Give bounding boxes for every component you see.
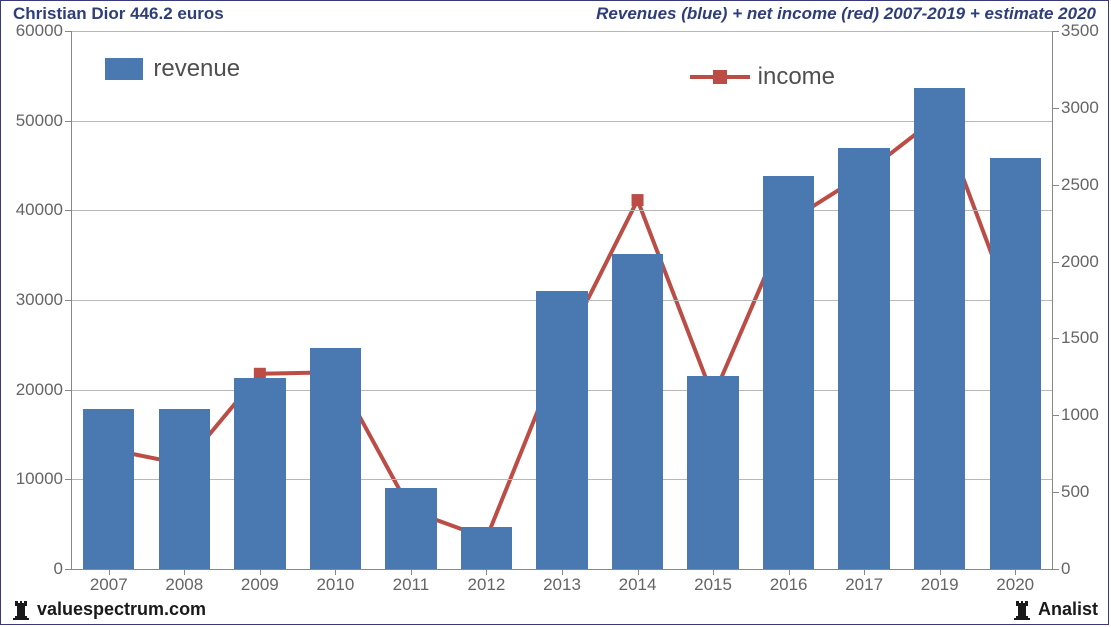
y-right-tick: 1500: [1053, 328, 1099, 348]
revenue-bar: [234, 378, 285, 569]
gridline: [71, 210, 1053, 211]
revenue-bar: [159, 409, 210, 569]
y-left-tick: 20000: [16, 380, 71, 400]
y-left-tick: 60000: [16, 21, 71, 41]
y-right-tick: 1000: [1053, 405, 1099, 425]
revenue-bar: [310, 348, 361, 569]
legend-income-marker-icon: [713, 70, 727, 84]
plot-area: 0100002000030000400005000060000050010001…: [71, 31, 1053, 569]
header-title-right: Revenues (blue) + net income (red) 2007-…: [596, 4, 1096, 24]
y-left-tick: 50000: [16, 111, 71, 131]
y-left-tick: 40000: [16, 200, 71, 220]
footer-left-text: valuespectrum.com: [37, 599, 206, 620]
revenue-bar: [990, 158, 1041, 569]
y-axis-right: [1052, 31, 1053, 569]
y-right-tick: 3500: [1053, 21, 1099, 41]
chart-frame: Christian Dior 446.2 euros Revenues (blu…: [0, 0, 1109, 625]
legend-revenue: revenue: [105, 55, 240, 83]
gridline: [71, 31, 1053, 32]
gridline: [71, 121, 1053, 122]
revenue-bar: [385, 488, 436, 569]
chart-header: Christian Dior 446.2 euros Revenues (blu…: [1, 1, 1108, 27]
revenue-bar: [687, 376, 738, 569]
y-left-tick: 10000: [16, 469, 71, 489]
legend-income-line-icon: [690, 75, 750, 79]
y-right-tick: 2500: [1053, 175, 1099, 195]
revenue-bar: [914, 88, 965, 570]
rook-icon: [11, 598, 31, 620]
legend-income: income: [690, 63, 835, 91]
tick-mark: [1053, 569, 1059, 570]
revenue-bar: [536, 291, 587, 569]
rook-icon: [1012, 598, 1032, 620]
tick-mark: [1053, 338, 1059, 339]
revenue-bar: [83, 409, 134, 570]
footer-right-text: Analist: [1038, 599, 1098, 620]
legend-revenue-swatch: [105, 58, 143, 80]
tick-mark: [65, 31, 71, 32]
tick-mark: [1053, 262, 1059, 263]
tick-mark: [65, 300, 71, 301]
tick-mark: [1053, 415, 1059, 416]
tick-mark: [65, 390, 71, 391]
footer-left: valuespectrum.com: [11, 598, 206, 620]
tick-mark: [65, 210, 71, 211]
tick-mark: [65, 121, 71, 122]
tick-mark: [1053, 31, 1059, 32]
revenue-bar: [763, 176, 814, 569]
y-right-tick: 2000: [1053, 252, 1099, 272]
tick-mark: [1053, 492, 1059, 493]
footer-right: Analist: [1012, 598, 1098, 620]
legend-income-label: income: [758, 63, 835, 91]
revenue-bar: [461, 527, 512, 569]
revenue-bar: [838, 148, 889, 569]
y-left-tick: 30000: [16, 290, 71, 310]
tick-mark: [1053, 108, 1059, 109]
revenue-bar: [612, 254, 663, 569]
tick-mark: [1053, 185, 1059, 186]
legend-revenue-label: revenue: [153, 55, 240, 83]
tick-mark: [65, 479, 71, 480]
y-axis-left: [71, 31, 72, 569]
y-right-tick: 3000: [1053, 98, 1099, 118]
income-marker: [632, 194, 644, 206]
x-axis: [71, 569, 1053, 570]
